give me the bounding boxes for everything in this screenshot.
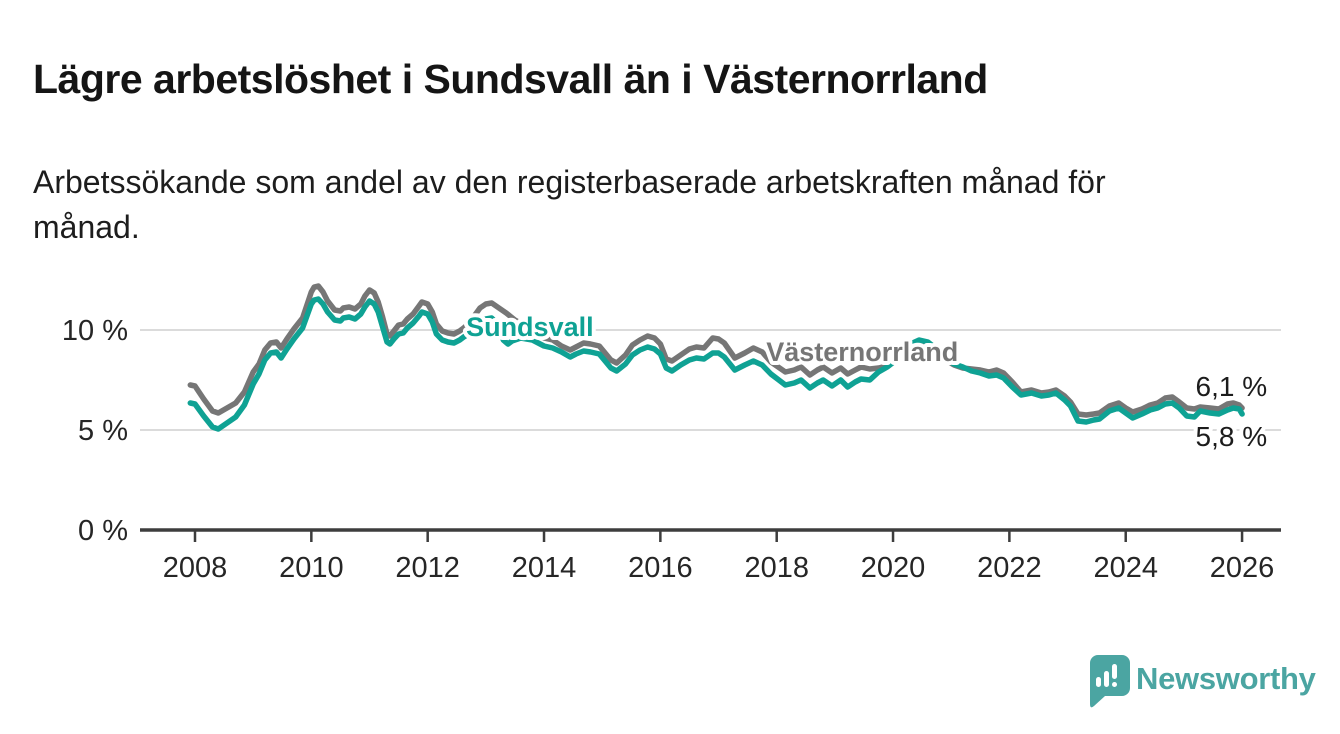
page-title: Lägre arbetslöshet i Sundsvall än i Väst… xyxy=(33,56,988,103)
series-line-sundsvall xyxy=(187,296,1245,432)
end-value-label-västernorrland: 6,1 % xyxy=(1196,371,1268,402)
x-tick-label-2022: 2022 xyxy=(977,552,1042,584)
logo-exclamation-bar xyxy=(1112,664,1117,679)
y-tick-label-10: 10 % xyxy=(62,315,128,347)
newsworthy-logo-icon xyxy=(1090,655,1130,708)
x-tick-label-2012: 2012 xyxy=(395,552,460,584)
subtitle-line-1: Arbetssökande som andel av den registerb… xyxy=(33,164,1106,200)
x-tick-label-2018: 2018 xyxy=(744,552,809,584)
x-tick-label-2008: 2008 xyxy=(163,552,228,584)
x-tick-label-2014: 2014 xyxy=(512,552,577,584)
chart-subtitle: Arbetssökande som andel av den registerb… xyxy=(33,160,1233,250)
y-tick-label-5: 5 % xyxy=(78,415,128,447)
logo-exclamation-dot xyxy=(1112,682,1117,687)
newsworthy-logo-text: Newsworthy xyxy=(1136,661,1316,696)
newsworthy-branding: Newsworthy xyxy=(1085,654,1316,710)
x-tick-label-2026: 2026 xyxy=(1210,552,1275,584)
x-tick-label-2024: 2024 xyxy=(1093,552,1158,584)
logo-bar-medium xyxy=(1104,671,1109,687)
x-tick-label-2020: 2020 xyxy=(861,552,926,584)
x-tick-label-2010: 2010 xyxy=(279,552,344,584)
logo-bar-short xyxy=(1096,677,1101,687)
x-tick-label-2016: 2016 xyxy=(628,552,693,584)
series-label-västernorrland: Västernorrland xyxy=(766,337,958,367)
end-value-label-sundsvall: 5,8 % xyxy=(1196,421,1268,452)
y-tick-label-0: 0 % xyxy=(78,515,128,547)
subtitle-line-2: månad. xyxy=(33,208,140,245)
series-label-sundsvall: Sundsvall xyxy=(466,312,594,342)
